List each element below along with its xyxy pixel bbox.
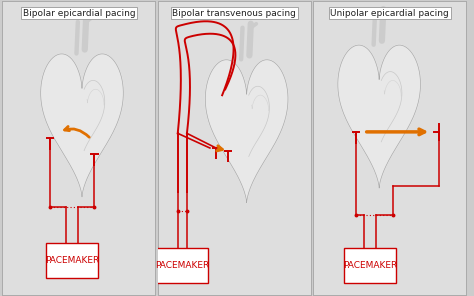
FancyBboxPatch shape xyxy=(156,248,209,283)
Text: Unipolar epicardial pacing: Unipolar epicardial pacing xyxy=(330,9,449,18)
Text: PACEMAKER: PACEMAKER xyxy=(45,256,99,265)
FancyBboxPatch shape xyxy=(46,243,98,279)
Text: PACEMAKER: PACEMAKER xyxy=(155,261,210,270)
Polygon shape xyxy=(205,60,288,203)
Text: PACEMAKER: PACEMAKER xyxy=(343,261,397,270)
FancyBboxPatch shape xyxy=(344,248,396,283)
Polygon shape xyxy=(338,45,420,188)
Text: Bipolar epicardial pacing: Bipolar epicardial pacing xyxy=(23,9,135,18)
Text: Bipolar transvenous pacing: Bipolar transvenous pacing xyxy=(173,9,296,18)
Polygon shape xyxy=(41,54,123,197)
